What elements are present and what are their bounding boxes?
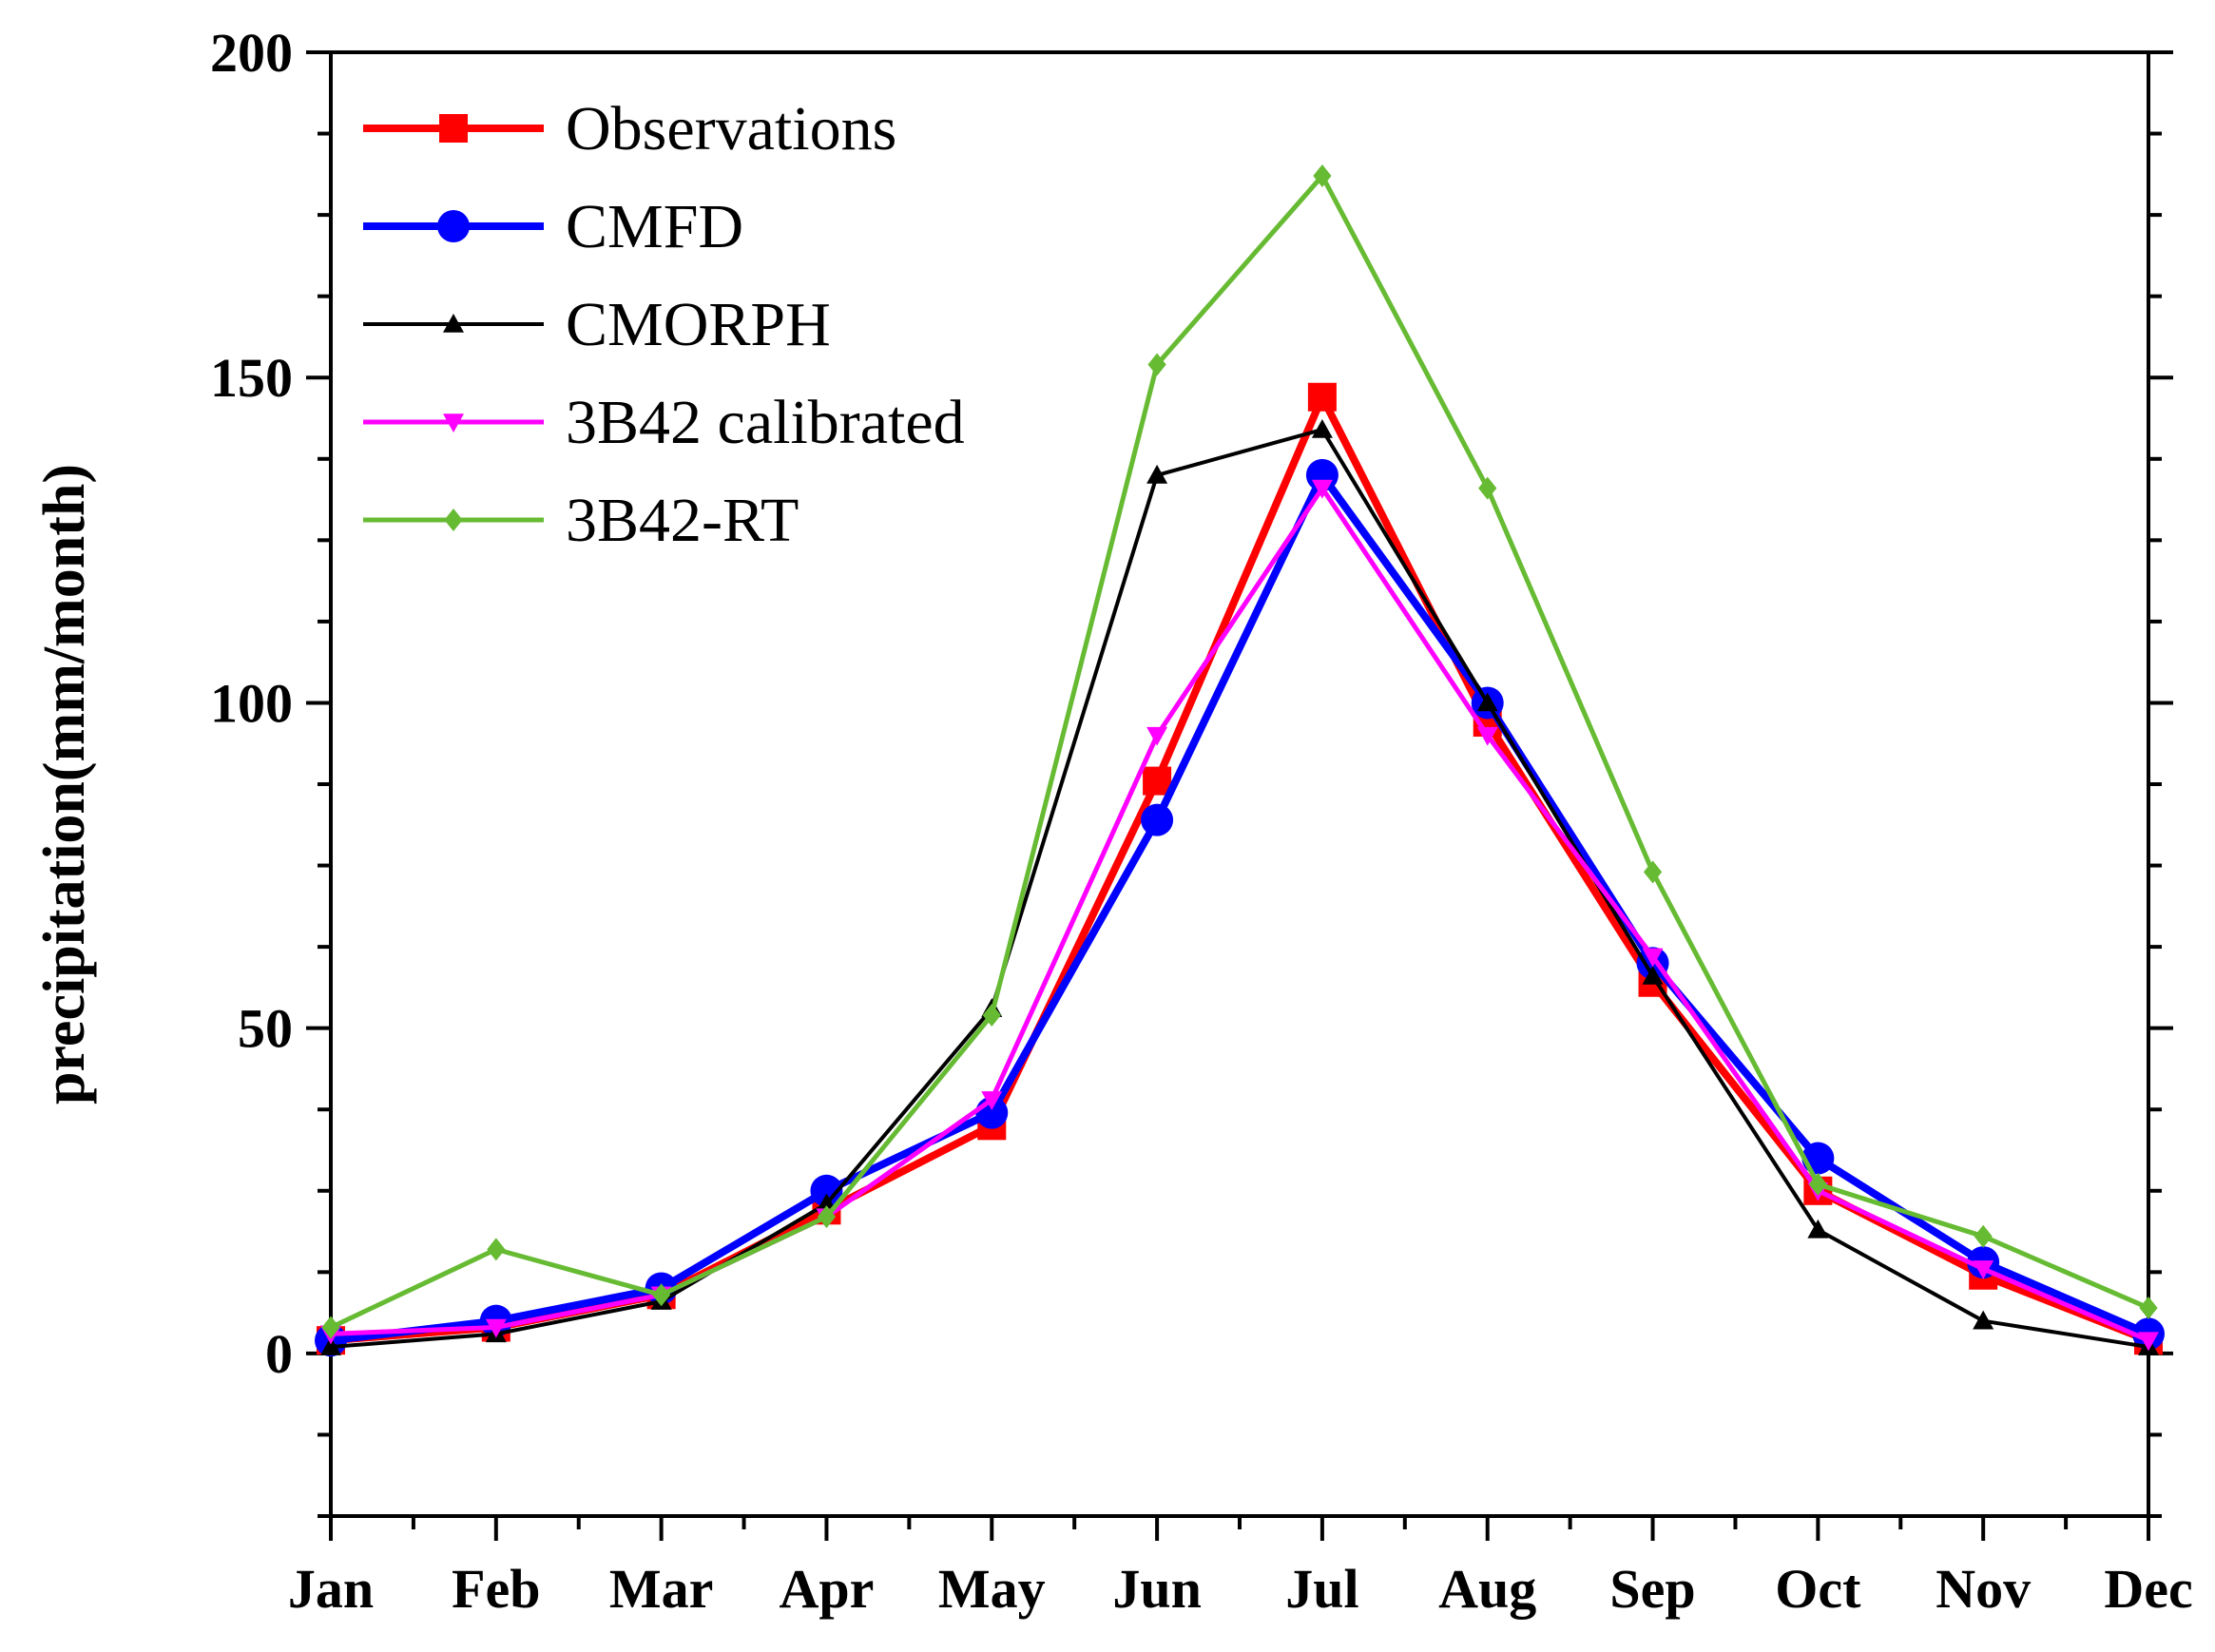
legend-label: CMFD <box>566 192 743 261</box>
y-tick-label: 100 <box>210 672 293 734</box>
data-point <box>1478 476 1497 500</box>
series-line <box>330 427 2149 1350</box>
y-tick-label: 200 <box>210 22 293 84</box>
data-point <box>1311 418 1333 438</box>
data-point <box>1143 766 1172 796</box>
x-tick-label: Nov <box>1936 1558 2031 1620</box>
data-point <box>1311 479 1333 499</box>
y-axis-label: precipitation(mm/month) <box>32 464 97 1105</box>
series-layer <box>315 164 2165 1357</box>
data-point <box>1141 803 1174 836</box>
y-tick-labels: 0 50 100 150 200 <box>210 22 293 1385</box>
y-tick-label: 0 <box>265 1323 293 1385</box>
data-point <box>817 1205 837 1229</box>
data-point <box>1307 382 1337 412</box>
series-line <box>330 471 2150 1345</box>
y-tick-label: 50 <box>238 998 293 1060</box>
x-tick-label: May <box>938 1558 1046 1620</box>
data-point <box>320 1336 341 1355</box>
plot-area <box>329 50 2150 1518</box>
data-point <box>1146 726 1168 746</box>
data-point <box>1146 464 1168 484</box>
x-tick-label: Sep <box>1609 1558 1695 1620</box>
x-tick-label: Feb <box>452 1558 540 1620</box>
x-tick-label: Jun <box>1112 1558 1202 1620</box>
data-point <box>1147 353 1166 376</box>
data-point <box>1476 726 1498 746</box>
y-tick-label: 150 <box>210 347 293 409</box>
data-point <box>1973 1260 1994 1279</box>
x-tick-labels: Jan Feb Mar Apr May Jun Jul Aug Sep Oct Nov Dec <box>288 1558 2193 1620</box>
data-point <box>1642 948 1664 968</box>
legend-label: Observations <box>566 94 896 163</box>
data-point <box>1643 860 1663 884</box>
x-tick-label: Jul <box>1285 1558 1358 1620</box>
data-point <box>981 1091 1003 1110</box>
data-point <box>487 1238 506 1261</box>
data-point <box>1313 164 1332 188</box>
x-tick-label: Jan <box>288 1558 374 1620</box>
legend-marker <box>437 210 470 242</box>
x-tick-label: Dec <box>2104 1558 2192 1620</box>
data-point <box>652 1283 671 1307</box>
data-point <box>321 1316 340 1339</box>
x-tick-label: Aug <box>1438 1558 1536 1620</box>
data-point <box>485 1318 507 1338</box>
data-point <box>2139 1296 2158 1319</box>
legend-marker <box>439 114 468 143</box>
data-point <box>1642 965 1664 985</box>
data-point <box>982 1003 1001 1027</box>
data-point <box>1476 692 1498 712</box>
legend-label: 3B42-RT <box>566 486 799 555</box>
data-point <box>810 1174 843 1207</box>
legend: Observations CMFD CMORPH 3B42 calibrated 3B4… <box>363 94 965 555</box>
data-point <box>1973 1310 1994 1330</box>
axis-ticks <box>306 50 2173 1541</box>
legend-marker <box>444 509 463 531</box>
x-tick-label: Oct <box>1775 1558 1861 1620</box>
legend-label: 3B42 calibrated <box>566 388 965 457</box>
data-point <box>1808 1172 1827 1196</box>
data-point <box>1807 1219 1829 1239</box>
x-tick-label: Apr <box>780 1558 875 1620</box>
series-line <box>329 173 2149 1330</box>
data-point <box>1974 1224 1993 1248</box>
series-line <box>330 486 2149 1343</box>
legend-label: CMORPH <box>566 290 831 359</box>
x-tick-label: Mar <box>609 1558 714 1620</box>
legend-marker <box>443 314 464 333</box>
series-3b42-rt <box>321 164 2158 1339</box>
legend-marker <box>443 413 464 432</box>
data-point <box>2138 1332 2159 1352</box>
